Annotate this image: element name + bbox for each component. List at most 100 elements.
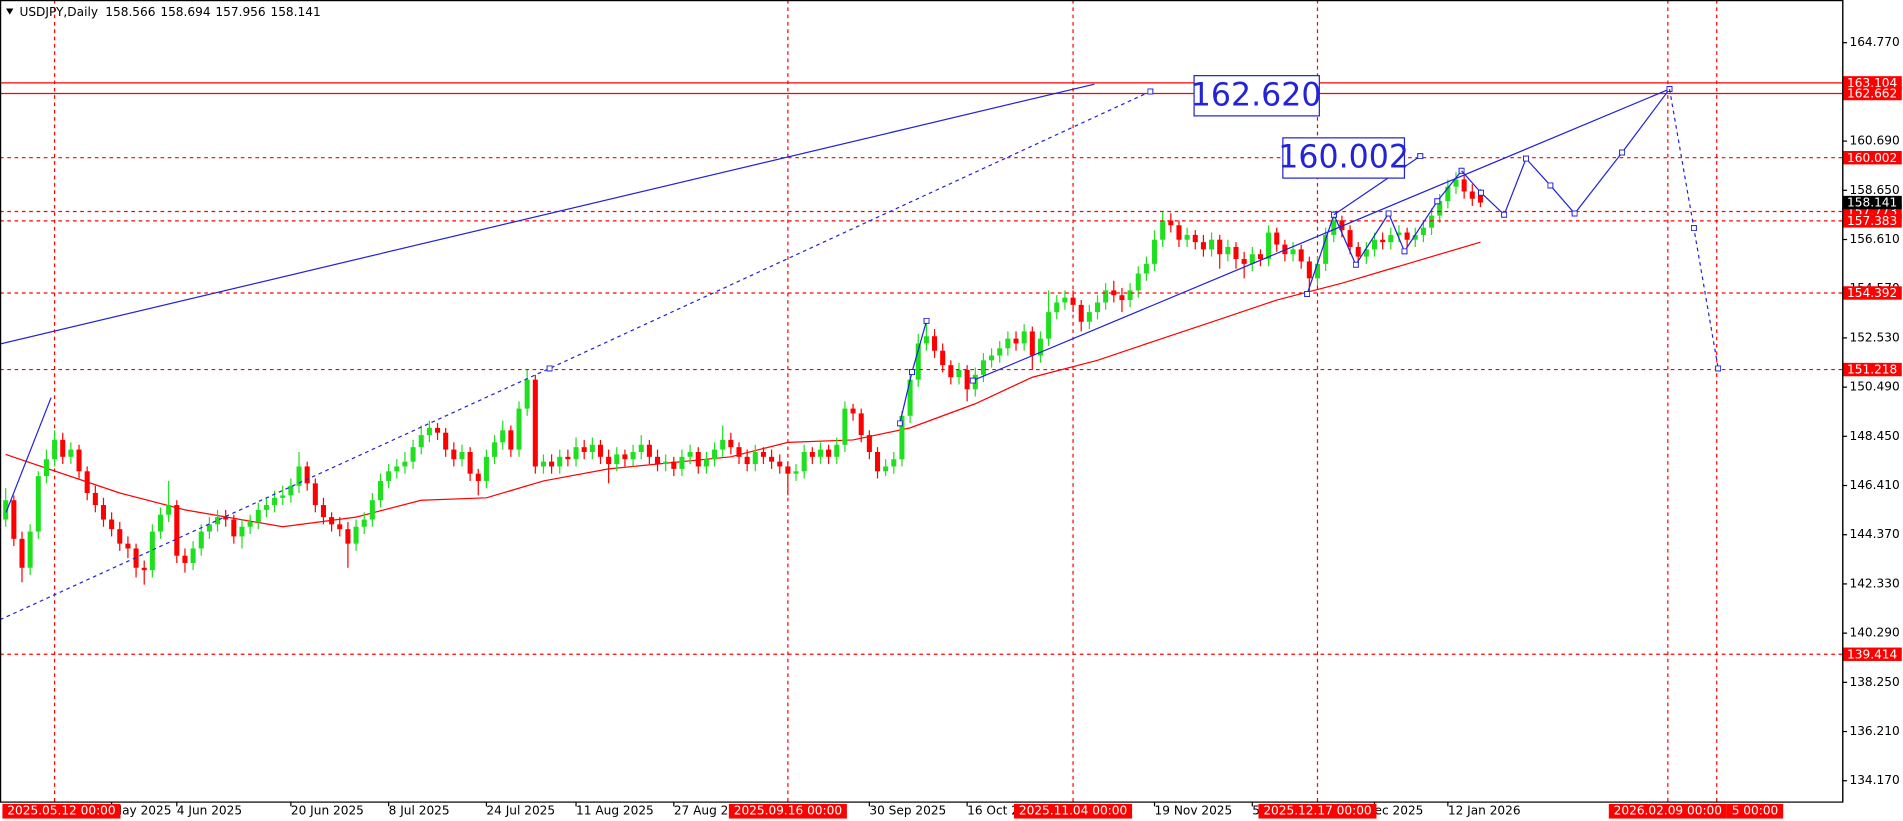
candle-body [60,439,66,457]
candle-body [589,444,595,452]
candle-body [402,461,408,467]
candle-body [435,427,441,433]
candle-body [1388,234,1394,243]
annotation-text: 160.002 [1278,140,1409,176]
candle-body [597,444,604,457]
candle-body [345,529,351,544]
level-label: 154.392 [1847,286,1897,300]
forecast-line-dashed [1668,88,1722,372]
candle-body [206,524,212,532]
candle-body [565,456,571,460]
candle-body [858,413,864,436]
candle-body [1184,234,1190,240]
candle-body [369,500,375,520]
candle-body [247,521,253,527]
y-tick-label: 138.250 [1849,675,1899,689]
vline-label-box [2,803,121,819]
candle-body [304,466,310,484]
candle-body [1176,225,1182,240]
candle-body [255,509,261,522]
candle-body [557,456,563,467]
candle-body [638,444,644,452]
candle-body [760,451,766,457]
candle-body [1135,273,1141,291]
candle-body [109,519,115,530]
candle-body [793,471,799,474]
candle-body [117,529,123,544]
vline-label-box [1726,803,1784,819]
annotation-box [1193,75,1320,117]
y-tick-label: 156.610 [1849,232,1899,246]
candle-body [1168,220,1174,226]
candle-body [1257,254,1263,260]
candle-body [149,531,155,571]
candle-body [263,505,269,510]
candle-body [1200,242,1206,250]
candle-body [1225,246,1231,255]
candle-body [443,432,449,450]
vline-label-box [1258,803,1377,819]
candle-body [1086,312,1092,322]
candle-body [100,505,107,520]
candle-body [27,531,33,568]
candle-body [1347,230,1353,247]
x-tick-label: ec 2025 [1375,804,1424,818]
y-tick-label: 150.490 [1849,380,1899,394]
candle-body [866,435,872,452]
level-label: 160.002 [1847,151,1897,165]
candle-body [1306,261,1312,279]
y-tick-label: 152.530 [1849,330,1899,344]
candle-body [874,451,881,472]
candle-body [1209,239,1215,250]
candle-body [980,360,986,375]
candle-body [1160,220,1166,240]
open: 158.566 [105,5,155,19]
candle-body [182,555,188,563]
candle-body [1103,290,1109,303]
candle-body [3,500,9,520]
candle-body [923,336,929,344]
y-tick-label: 136.210 [1849,724,1899,738]
moving-average [5,241,1481,528]
candle-body [157,514,164,532]
low: 157.956 [215,5,265,19]
candle-body [1331,220,1337,235]
candle-body [932,336,938,351]
y-tick-label: 158.650 [1849,183,1899,197]
candle-body [475,473,481,481]
candle-body [329,517,335,525]
candle-body [141,567,147,571]
candle-body [1404,232,1410,240]
header-triangle [6,8,14,15]
candle-body [728,439,734,448]
level-label-box [1843,286,1902,300]
candle-body [1078,304,1084,322]
x-tick-label: 4 Jun 2025 [177,804,242,818]
candle-body [687,451,693,457]
x-tick-label: 19 Nov 2025 [1155,804,1233,818]
candle-body [679,456,685,469]
candle-body [524,379,530,409]
candle-body [1266,232,1272,260]
candle-body [671,461,677,469]
candle-body [1054,302,1060,313]
candle-body [483,456,489,481]
candle-body [68,449,74,457]
vline-label: 2025.05.12 00:00 [7,804,115,818]
candle-body [280,495,286,498]
candle-body [703,459,709,467]
candle-body [1437,201,1443,216]
vline-label-box [1608,803,1727,819]
candle-body [1380,239,1386,243]
candle-body [125,543,131,549]
candle-body [231,519,237,537]
candle-body [654,456,661,465]
candle-body [19,538,25,568]
candle-body [532,379,538,467]
candle-body [769,456,775,462]
vline-label: 2025.11.04 00:00 [1019,804,1127,818]
candle-body [736,447,742,457]
